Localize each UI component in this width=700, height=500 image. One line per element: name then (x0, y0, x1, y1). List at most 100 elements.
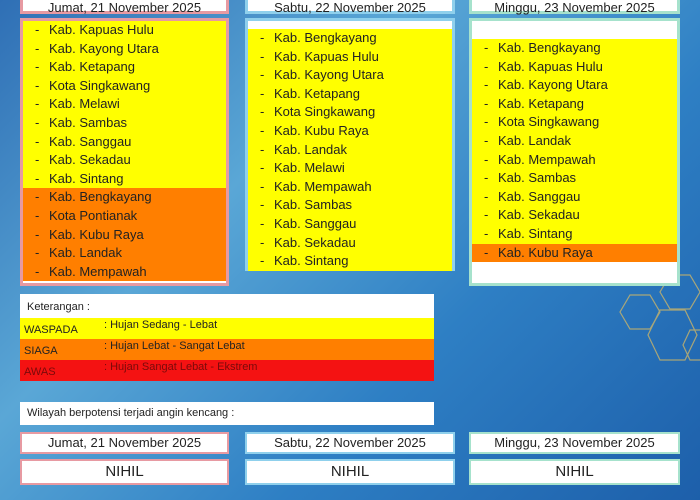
bullet: - (484, 225, 489, 241)
legend: Keterangan : WASPADA : Hujan Sedang - Leb… (20, 294, 434, 381)
bullet: - (35, 40, 40, 56)
region-name: Kab. Bengkayang (49, 189, 152, 205)
region-item-waspada: - Kab. Sanggau (472, 187, 677, 207)
day-list-2: - Kab. Bengkayang - Kab. Kapuas Hulu - Kab. K… (245, 18, 455, 271)
region-name: Kab. Sekadau (498, 207, 580, 223)
region-item-siaga: - Kab. Landak (23, 244, 226, 263)
region-item-waspada: - Kab. Sekadau (472, 206, 677, 225)
bullet: - (35, 189, 40, 205)
region-item-waspada: - Kab. Kayong Utara (472, 76, 677, 95)
bullet: - (260, 215, 265, 231)
bullet: - (260, 160, 265, 176)
bullet: - (35, 152, 40, 168)
region-name: Kab. Melawi (49, 96, 120, 112)
region-item-waspada: - Kab. Bengkayang (248, 29, 452, 48)
bullet: - (35, 22, 40, 37)
bullet: - (35, 263, 40, 279)
region-name: Kab. Sanggau (49, 133, 132, 149)
region-name: Kota Singkawang (49, 77, 151, 93)
region-item-waspada: - Kab. Kayong Utara (248, 66, 452, 85)
region-item-waspada: - Kab. Sanggau (23, 132, 226, 152)
region-item-waspada: - Kab. Kayong Utara (23, 39, 226, 59)
region-name: Kab. Ketapang (49, 59, 136, 75)
bullet: - (260, 178, 265, 194)
wind-date-3: Minggu, 23 November 2025 (469, 432, 680, 454)
bullet: - (35, 207, 40, 223)
region-item-waspada: - Kab. Ketapang (472, 94, 677, 114)
region-name: Kab. Landak (49, 245, 123, 261)
region-name: Kab. Landak (498, 132, 572, 148)
bullet: - (35, 133, 40, 149)
region-name: Kab. Kayong Utara (498, 77, 608, 93)
legend-key: WASPADA (24, 324, 78, 336)
region-name: Kab. Sambas (498, 170, 577, 186)
region-name: Kab. Kubu Raya (274, 122, 369, 138)
wind-date-1: Jumat, 21 November 2025 (20, 432, 229, 454)
bullet: - (260, 67, 265, 83)
region-item-waspada: - Kab. Sintang (23, 169, 226, 189)
bullet: - (35, 96, 40, 112)
bullet: - (260, 85, 265, 101)
region-name: Kota Singkawang (498, 114, 600, 130)
region-item-waspada: - Kab. Kapuas Hulu (248, 47, 452, 67)
region-item-waspada: - Kab. Kubu Raya (248, 121, 452, 141)
region-name: Kab. Kayong Utara (274, 67, 384, 83)
bullet: - (35, 170, 40, 186)
region-name: Kab. Kayong Utara (49, 40, 159, 56)
region-item-waspada: - Kab. Melawi (248, 159, 452, 178)
region-name: Kab. Landak (274, 141, 348, 157)
bullet: - (260, 141, 265, 157)
legend-desc: : Hujan Sedang - Lebat (104, 319, 218, 331)
bullet: - (260, 122, 265, 138)
region-name: Kab. Mempawah (49, 263, 147, 279)
legend-title: Keterangan : (27, 301, 90, 313)
region-name: Kab. Sanggau (498, 188, 581, 204)
bullet: - (484, 170, 489, 186)
region-item-waspada: - Kab. Landak (248, 140, 452, 160)
region-item-siaga: - Kab. Kubu Raya (472, 243, 677, 263)
region-item-waspada: - Kota Singkawang (248, 103, 452, 122)
region-item-waspada: - Kab. Sekadau (23, 151, 226, 170)
region-item-waspada: - Kab. Sambas (248, 196, 452, 215)
region-name: Kab. Mempawah (498, 151, 596, 167)
wind-date-2: Sabtu, 22 November 2025 (245, 432, 455, 454)
bullet: - (260, 234, 265, 250)
region-item-waspada: - Kab. Bengkayang (472, 39, 677, 58)
bullet: - (484, 95, 489, 111)
region-name: Kab. Sintang (49, 170, 124, 186)
day-header-1: Jumat, 21 November 2025 (20, 0, 229, 15)
region-item-waspada: - Kab. Kapuas Hulu (472, 57, 677, 77)
region-name: Kab. Sekadau (274, 234, 356, 250)
region-item-waspada: - Kab. Sekadau (248, 233, 452, 253)
region-name: Kab. Kapuas Hulu (49, 22, 154, 37)
region-item-waspada: - Kab. Sintang (248, 252, 452, 271)
region-item-siaga: - Kota Pontianak (23, 206, 226, 226)
region-item-waspada: - Kab. Ketapang (248, 84, 452, 104)
bullet: - (484, 114, 489, 130)
region-name: Kota Singkawang (274, 104, 376, 120)
region-item-waspada: - Kab. Melawi (23, 95, 226, 114)
region-item-waspada: - Kota Singkawang (23, 76, 226, 96)
day-header-2: Sabtu, 22 November 2025 (245, 0, 455, 15)
legend-waspada: WASPADA : Hujan Sedang - Lebat (20, 318, 434, 339)
region-item-waspada: - Kab. Ketapang (23, 58, 226, 77)
region-name: Kab. Kapuas Hulu (274, 48, 379, 64)
bullet: - (35, 245, 40, 261)
region-name: Kab. Ketapang (274, 85, 361, 101)
region-name: Kab. Sintang (498, 225, 573, 241)
wind-value-3: NIHIL (469, 459, 680, 485)
bullet: - (484, 132, 489, 148)
bullet: - (484, 188, 489, 204)
bullet: - (260, 48, 265, 64)
region-name: Kab. Mempawah (274, 178, 372, 194)
region-item-waspada: - Kab. Kapuas Hulu (23, 21, 226, 40)
region-item-waspada: - Kab. Sambas (472, 169, 677, 188)
wind-value-2: NIHIL (245, 459, 455, 485)
bullet: - (35, 59, 40, 75)
region-item-waspada: - Kab. Sanggau (248, 214, 452, 234)
region-item-waspada: - Kab. Landak (472, 131, 677, 151)
region-name: Kab. Sanggau (274, 215, 357, 231)
legend-key: AWAS (24, 366, 56, 378)
wind-value-1: NIHIL (20, 459, 229, 485)
legend-desc: : Hujan Lebat - Sangat Lebat (104, 340, 245, 352)
